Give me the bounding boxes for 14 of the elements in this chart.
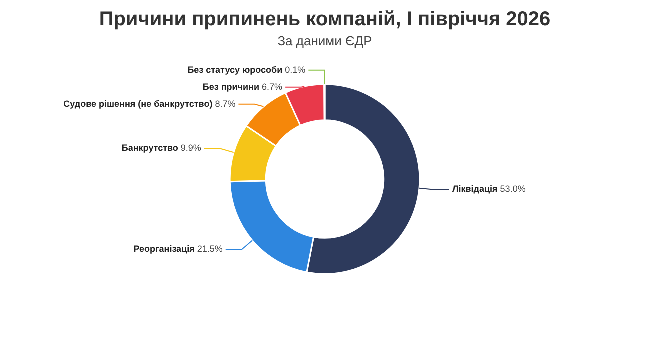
- data-label: 6.7%: [260, 82, 283, 92]
- data-label: 9.9%: [178, 143, 202, 154]
- slice-label: Судове рішення (не банкрутство): [64, 98, 213, 109]
- slice-label: Без статусу юрособи: [188, 64, 283, 75]
- chart-subtitle: За даними ЄДР: [278, 33, 372, 48]
- slice-label: Без причини: [202, 82, 260, 92]
- slice-label: Банкрутство: [122, 143, 179, 154]
- data-label: 53.0%: [498, 184, 526, 194]
- chart-title: Причини припинень компаній, І півріччя 2026: [99, 8, 551, 31]
- data-label: 8.7%: [212, 98, 236, 109]
- slice-label: Реорганізація: [134, 244, 195, 254]
- data-label: 0.1%: [282, 64, 306, 75]
- data-label: 21.5%: [194, 244, 223, 254]
- slice-label: Ліквідація: [452, 184, 498, 194]
